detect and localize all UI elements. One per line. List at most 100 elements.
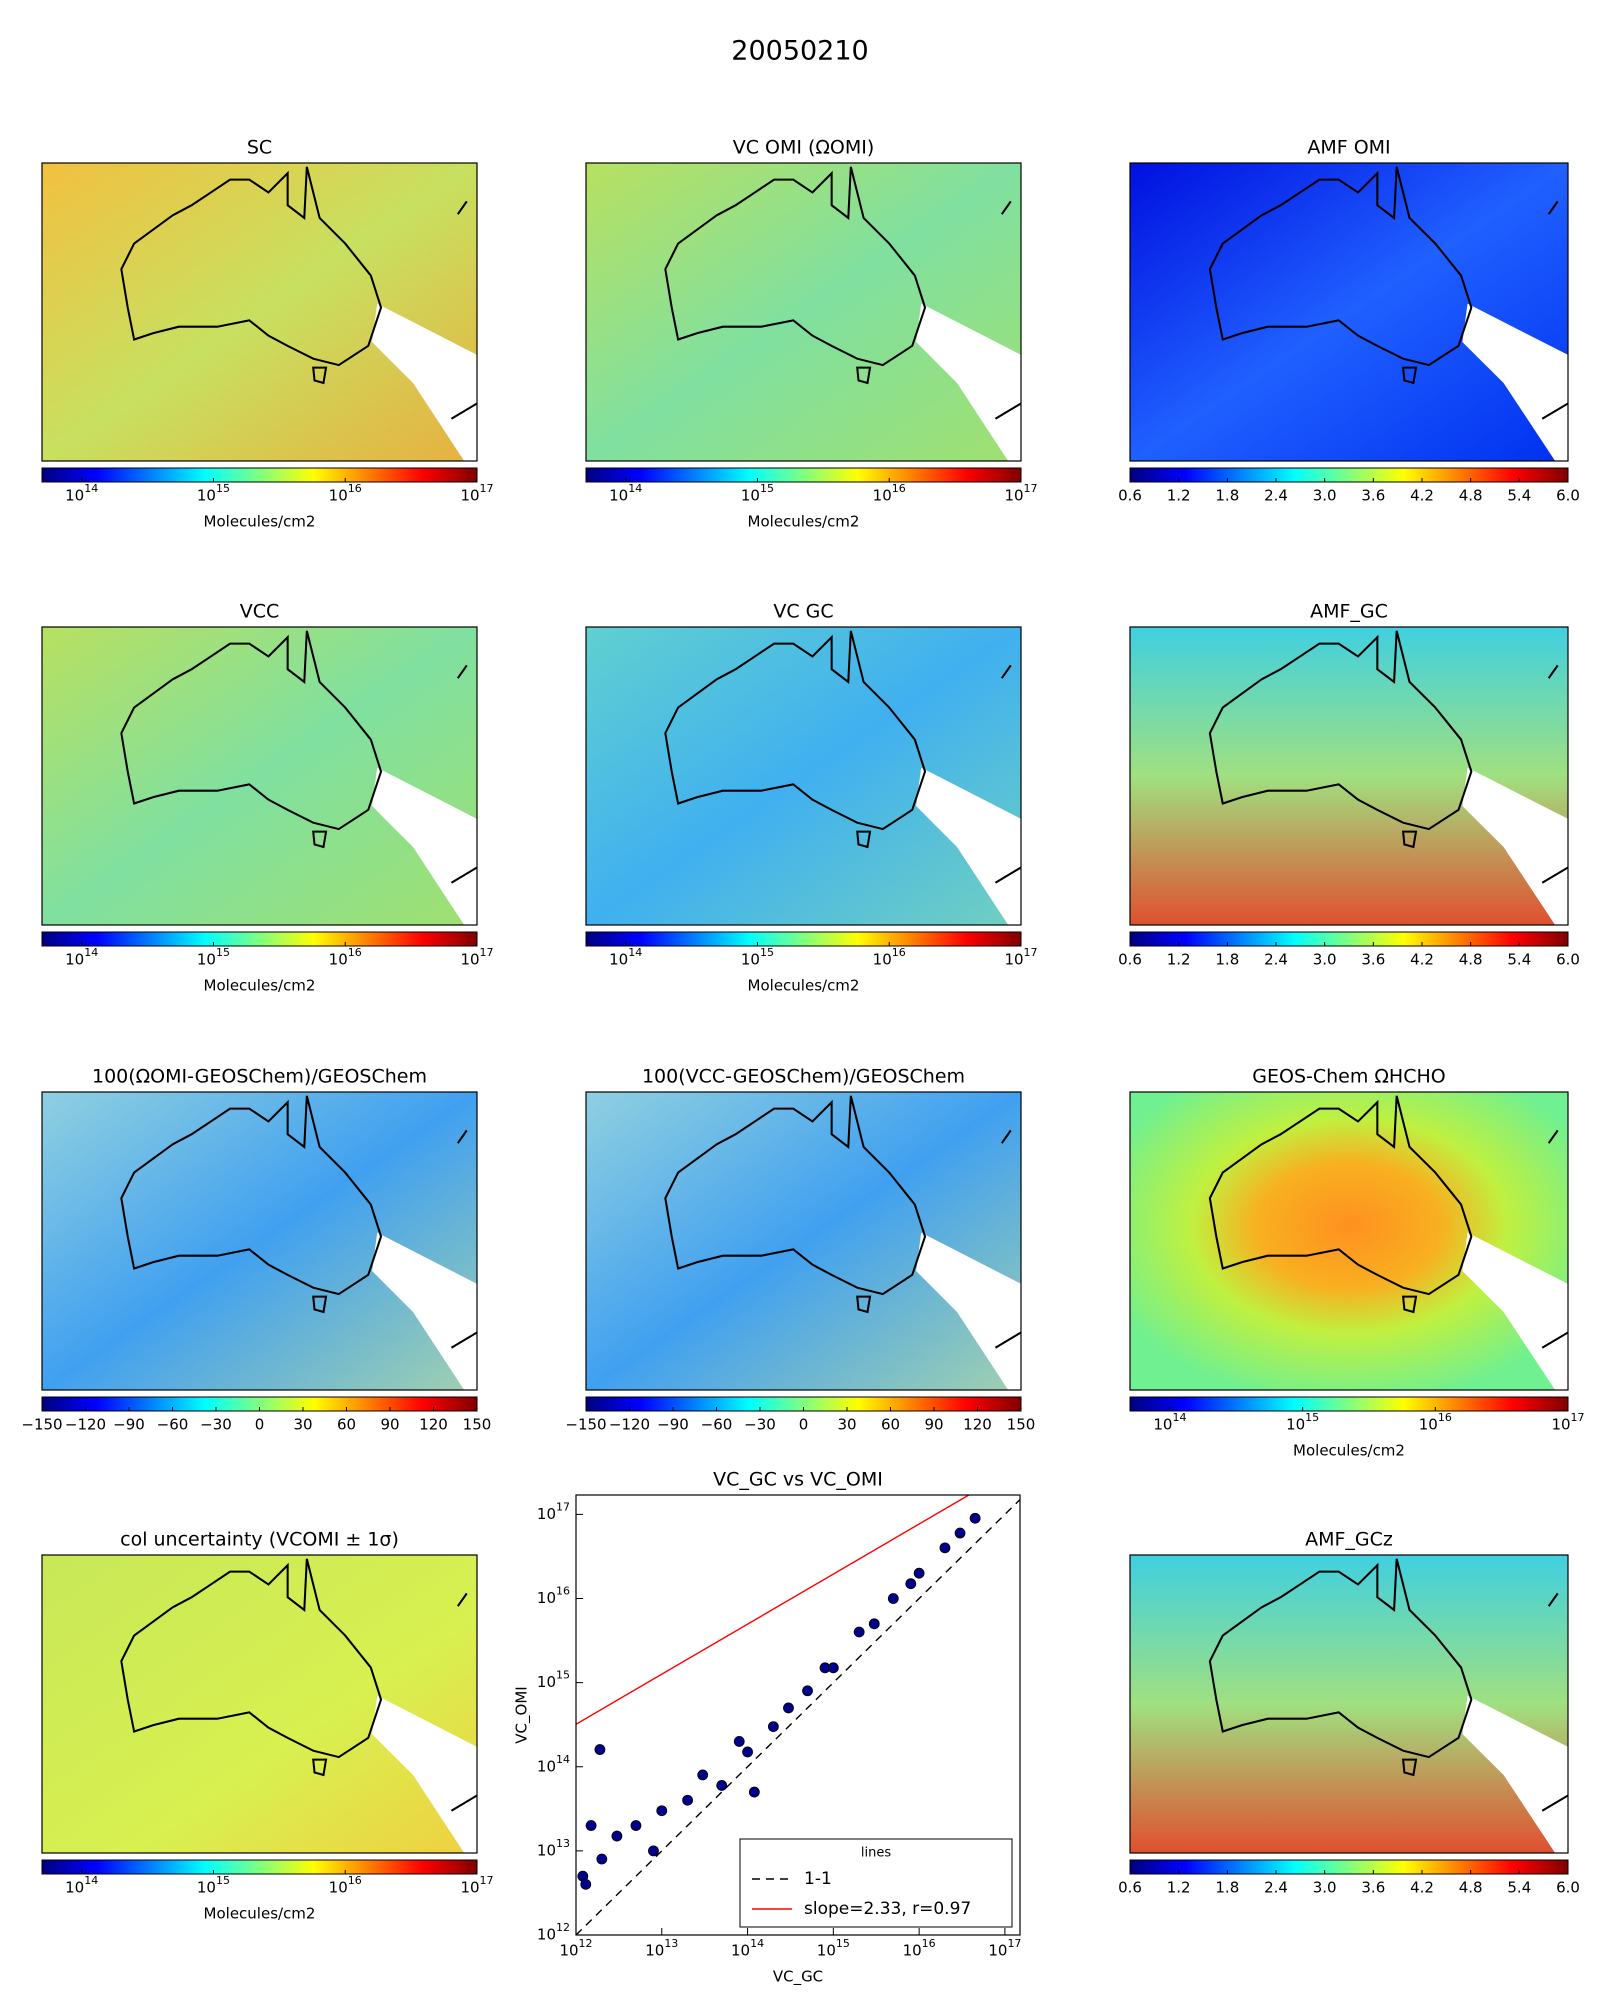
colorbar-tick-label: −60 <box>157 1416 189 1434</box>
colorbar-tick-label: 5.4 <box>1507 487 1531 505</box>
panel-title: col uncertainty (VCOMI ± 1σ) <box>120 1529 399 1551</box>
x-tick-label: 1013 <box>645 1937 678 1960</box>
map-frame <box>1129 1091 1569 1391</box>
colorbar-tick-label: 1016 <box>329 482 362 505</box>
scatter-point <box>742 1746 753 1758</box>
colorbar-tick-label: 1014 <box>609 946 642 969</box>
colorbar-tick-label: 4.8 <box>1459 487 1483 505</box>
scatter-point <box>580 1878 592 1890</box>
colorbar-tick-label: 3.0 <box>1313 951 1337 969</box>
colorbar-tick-label: 1014 <box>65 1874 98 1897</box>
colorbar-tick-label: 90 <box>924 1416 943 1434</box>
x-tick-label: 1015 <box>817 1937 850 1960</box>
colorbar-tick-label: 0 <box>255 1416 265 1434</box>
map-frame <box>41 1091 478 1391</box>
panel-title: GEOS-Chem ΩHCHO <box>1252 1066 1445 1088</box>
colorbar-tick-label: −150 <box>565 1416 606 1434</box>
colorbar-tick-label: 4.8 <box>1459 1879 1483 1897</box>
colorbar-tick-label: 1015 <box>197 946 230 969</box>
colorbar-tick-label: 5.4 <box>1507 1879 1531 1897</box>
colorbar-tick-label: 1.8 <box>1215 1879 1239 1897</box>
panel-title: VC_GC vs VC_OMI <box>713 1469 883 1491</box>
colorbar-tick-label: −30 <box>200 1416 232 1434</box>
colorbar-tick-label: 90 <box>380 1416 399 1434</box>
colorbar-tick-label: 1.8 <box>1215 951 1239 969</box>
colorbar-tick-label: 6.0 <box>1556 1879 1580 1897</box>
colorbar-tick-label: 150 <box>1007 1416 1036 1434</box>
map-field <box>42 627 477 925</box>
legend-title: lines <box>861 1846 891 1861</box>
colorbar-tick-label: 1016 <box>1419 1411 1452 1434</box>
colorbar-tick-label: 1014 <box>609 482 642 505</box>
scatter-point <box>913 1567 925 1579</box>
colorbar-tick-label: 3.6 <box>1361 1879 1385 1897</box>
scatter-point <box>767 1721 779 1733</box>
colorbar <box>41 931 478 947</box>
colorbar-tick-label: 1017 <box>1551 1411 1584 1434</box>
colorbar-label: Molecules/cm2 <box>1293 1442 1405 1460</box>
colorbar-tick-label: 30 <box>837 1416 856 1434</box>
map-field <box>586 627 1021 925</box>
map-frame <box>1129 1554 1569 1854</box>
colorbar-tick-label: 150 <box>463 1416 492 1434</box>
scatter-point <box>969 1512 981 1524</box>
map-frame <box>585 162 1022 462</box>
scatter-point <box>853 1626 865 1638</box>
figure-title: 20050210 <box>731 36 868 67</box>
colorbar-tick-label: 0.6 <box>1118 1879 1142 1897</box>
colorbar <box>1129 1859 1569 1875</box>
colorbar <box>1129 467 1569 483</box>
legend-label: 1-1 <box>804 1869 832 1889</box>
colorbar-tick-label: 1017 <box>1004 946 1037 969</box>
x-tick-label: 1014 <box>731 1937 764 1960</box>
panel-title: AMF OMI <box>1307 137 1390 159</box>
map-field <box>586 163 1021 461</box>
scatter-point <box>682 1794 694 1806</box>
map-field <box>42 1555 477 1853</box>
colorbar-tick-label: 1015 <box>741 482 774 505</box>
colorbar-tick-label: 4.2 <box>1410 1879 1434 1897</box>
colorbar-tick-label: −30 <box>744 1416 776 1434</box>
y-tick-label: 1017 <box>537 1500 570 1523</box>
y-tick-label: 1016 <box>537 1585 570 1608</box>
x-tick-label: 1012 <box>559 1937 592 1960</box>
colorbar-label: Molecules/cm2 <box>204 513 316 531</box>
colorbar-tick-label: 1017 <box>460 946 493 969</box>
y-tick-label: 1014 <box>537 1753 570 1776</box>
colorbar-tick-label: 1015 <box>197 1874 230 1897</box>
colorbar-tick-label: 3.0 <box>1313 1879 1337 1897</box>
scatter-point <box>611 1830 623 1842</box>
colorbar-tick-label: 1016 <box>873 946 906 969</box>
scatter-point <box>630 1820 642 1831</box>
colorbar <box>585 467 1022 483</box>
scatter-point <box>905 1578 917 1590</box>
colorbar-tick-label: 4.2 <box>1410 487 1434 505</box>
colorbar-tick-label: 1016 <box>873 482 906 505</box>
colorbar-tick-label: 1014 <box>65 482 98 505</box>
panel-title: AMF_GCz <box>1305 1529 1393 1551</box>
fit-line <box>576 1495 970 1725</box>
panel-title: 100(VCC-GEOSChem)/GEOSChem <box>642 1066 965 1088</box>
scatter-point <box>868 1618 880 1630</box>
colorbar-tick-label: −60 <box>701 1416 733 1434</box>
scatter-point <box>827 1662 839 1674</box>
scatter-point <box>733 1736 745 1747</box>
colorbar-tick-label: 4.8 <box>1459 951 1483 969</box>
colorbar-tick-label: 1015 <box>741 946 774 969</box>
scatter-point <box>954 1527 966 1539</box>
scatter-point <box>585 1820 597 1831</box>
colorbar-tick-label: 60 <box>337 1416 356 1434</box>
map-field <box>42 1092 477 1390</box>
scatter-point <box>656 1805 668 1817</box>
colorbar <box>1129 1396 1569 1412</box>
colorbar-tick-label: 3.6 <box>1361 487 1385 505</box>
colorbar-tick-label: 0 <box>799 1416 809 1434</box>
map-field <box>1130 1092 1568 1390</box>
y-tick-label: 1012 <box>537 1921 570 1944</box>
colorbar-tick-label: −90 <box>113 1416 145 1434</box>
colorbar-tick-label: 6.0 <box>1556 487 1580 505</box>
plot-frame <box>575 1494 1021 1936</box>
x-tick-label: 1016 <box>903 1937 936 1960</box>
colorbar-tick-label: 1015 <box>197 482 230 505</box>
panel-title: VC OMI (ΩOMI) <box>733 137 875 159</box>
